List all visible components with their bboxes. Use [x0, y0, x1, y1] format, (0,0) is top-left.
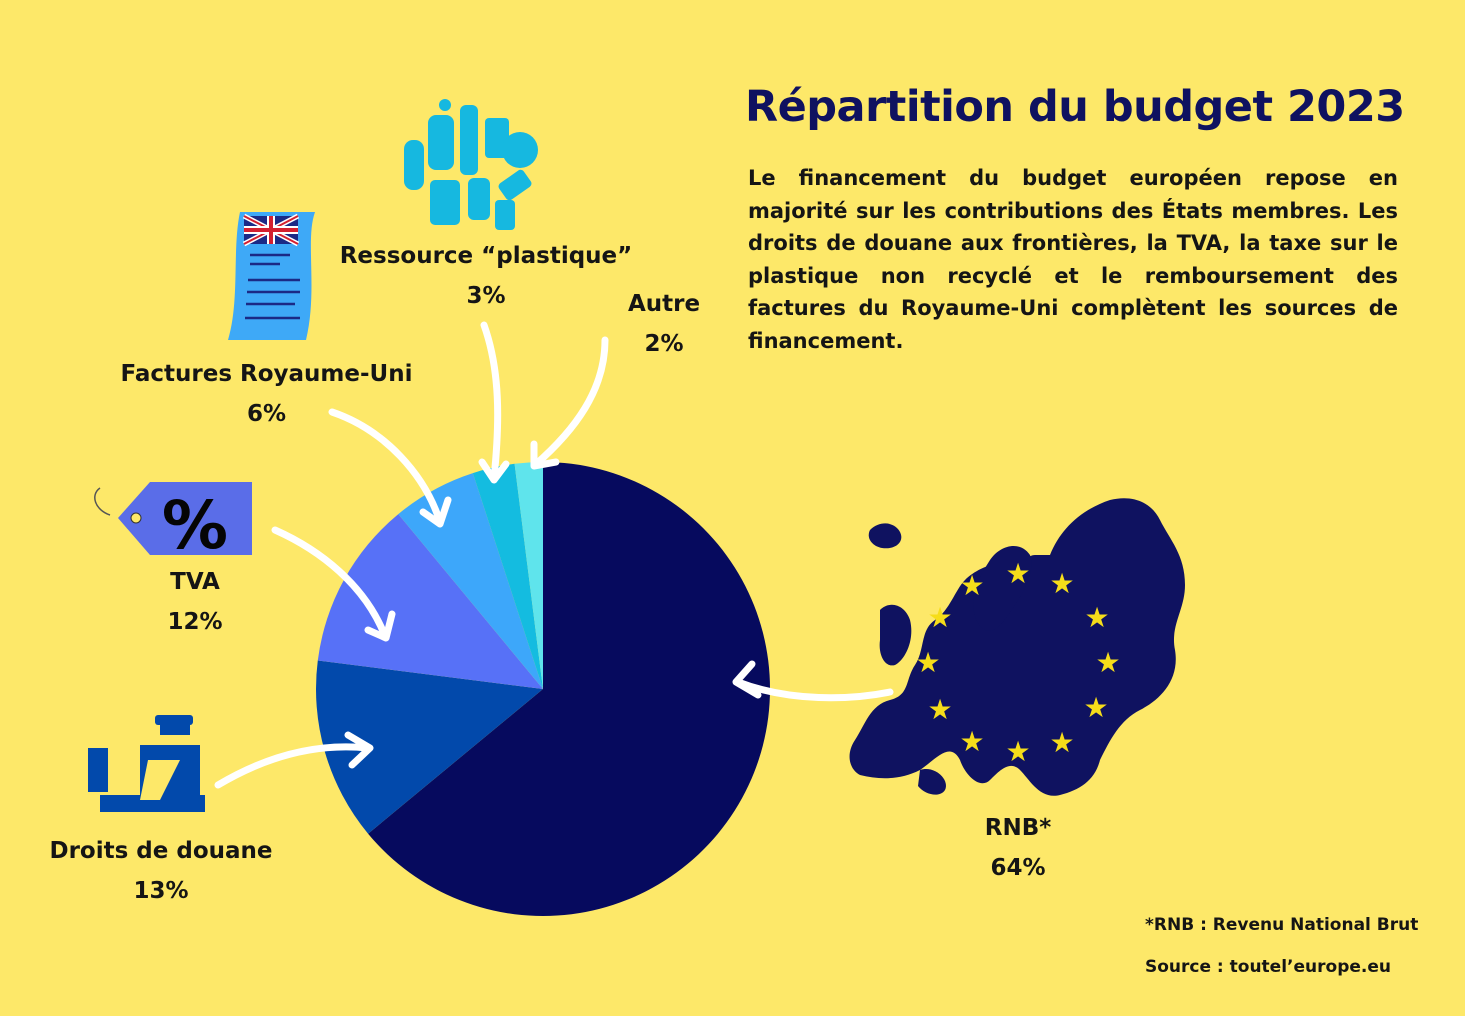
eu-star-icon: ★: [959, 725, 984, 758]
slice-label: Factures Royaume-Uni: [120, 361, 413, 387]
label-autre: Autre 2%: [610, 284, 718, 364]
pie-slice-3: [398, 473, 543, 689]
plastic-waste-icon: [404, 99, 538, 230]
arrow-icon: [214, 321, 894, 789]
source-credit: Source : toutel’europe.eu: [1145, 957, 1391, 977]
pie-slice-5: [514, 462, 543, 689]
slice-label: Autre: [627, 291, 701, 317]
percent-tag-icon: %: [94, 482, 252, 564]
slice-label: RNB*: [984, 815, 1052, 841]
slice-value: 6%: [246, 401, 287, 427]
eu-star-icon: ★: [959, 569, 984, 602]
eu-star-icon: ★: [1084, 601, 1109, 634]
customs-officer-icon: [88, 715, 205, 812]
label-factures: Factures Royaume-Uni 6%: [100, 354, 433, 434]
europe-map-icon: [849, 498, 1185, 796]
svg-text:%: %: [162, 487, 228, 564]
pie-chart: [316, 462, 771, 917]
eu-star-icon: ★: [1049, 567, 1074, 600]
eu-star-icon: ★: [1005, 735, 1030, 768]
eu-star-icon: ★: [927, 601, 952, 634]
slice-value: 64%: [990, 855, 1046, 881]
label-rnb: RNB* 64%: [955, 808, 1081, 888]
label-tva: TVA 12%: [135, 562, 255, 642]
slice-value: 2%: [644, 331, 684, 357]
intro-paragraph: Le financement du budget européen repose…: [748, 166, 1398, 353]
eu-star-icon: ★: [1095, 646, 1120, 679]
slice-label: Ressource “plastique”: [339, 243, 633, 269]
label-plastique: Ressource “plastique” 3%: [333, 236, 639, 316]
pie-slice-4: [472, 463, 543, 689]
eu-star-icon: ★: [915, 646, 940, 679]
slice-value: 3%: [466, 283, 506, 309]
slice-label: Droits de douane: [49, 838, 273, 864]
slice-label: TVA: [170, 569, 220, 595]
uk-invoice-icon: [228, 212, 315, 340]
eu-star-icon: ★: [1049, 726, 1074, 759]
slice-value: 13%: [133, 878, 189, 904]
pie-slice-2: [317, 514, 543, 689]
label-douane: Droits de douane 13%: [30, 831, 292, 911]
eu-star-icon: ★: [1005, 557, 1030, 590]
eu-star-icon: ★: [927, 693, 952, 726]
pie-slice-1: [316, 660, 543, 834]
slice-value: 12%: [167, 609, 223, 635]
pie-slice-0: [368, 462, 771, 917]
eu-star-icon: ★: [1083, 691, 1108, 724]
eu-stars: ★ ★ ★★★★★★★★★★: [915, 557, 1120, 768]
page-title: Répartition du budget 2023: [745, 82, 1405, 132]
footnote: *RNB : Revenu National Brut: [1145, 915, 1419, 935]
